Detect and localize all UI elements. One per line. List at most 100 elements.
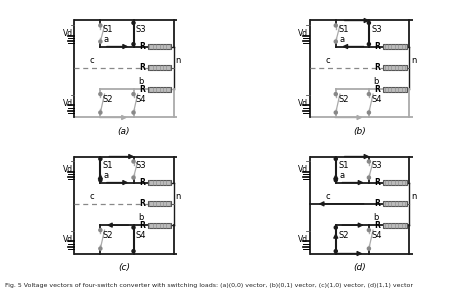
Text: a: a (104, 171, 109, 179)
Text: R: R (374, 221, 380, 230)
Text: Vd: Vd (298, 235, 308, 244)
Text: b: b (374, 77, 379, 86)
Bar (148, 44, 172, 49)
Bar (383, 201, 407, 206)
Circle shape (367, 42, 371, 46)
Text: (d): (d) (353, 263, 366, 272)
Text: (b): (b) (353, 127, 366, 136)
Bar (148, 223, 172, 228)
Circle shape (334, 250, 337, 253)
Text: Vd: Vd (63, 99, 73, 108)
Text: c: c (325, 192, 330, 201)
Circle shape (132, 250, 135, 253)
Text: R: R (374, 85, 380, 94)
Bar (383, 223, 407, 228)
Bar (148, 180, 172, 185)
Circle shape (99, 247, 102, 250)
Bar (148, 65, 172, 70)
Circle shape (367, 111, 371, 114)
Text: S1: S1 (103, 25, 113, 34)
Text: S2: S2 (103, 231, 113, 240)
Text: c: c (90, 56, 94, 65)
Text: R: R (139, 42, 145, 51)
Bar (383, 180, 407, 185)
Circle shape (334, 92, 337, 96)
Text: S3: S3 (136, 25, 146, 34)
Text: S4: S4 (136, 95, 146, 104)
Text: S2: S2 (338, 231, 349, 240)
Text: S2: S2 (338, 95, 349, 104)
Text: b: b (374, 213, 379, 222)
Text: n: n (175, 56, 181, 65)
Circle shape (132, 176, 135, 179)
Text: b: b (138, 213, 144, 222)
Text: c: c (90, 192, 94, 201)
Circle shape (132, 160, 135, 163)
Text: R: R (374, 178, 380, 187)
Circle shape (334, 157, 337, 160)
Text: c: c (325, 56, 330, 65)
Text: n: n (175, 192, 181, 201)
Circle shape (99, 24, 102, 27)
Circle shape (132, 92, 135, 96)
Text: S1: S1 (338, 25, 349, 34)
Circle shape (334, 40, 337, 43)
Text: R: R (139, 178, 145, 187)
Text: S4: S4 (371, 95, 382, 104)
Text: R: R (374, 199, 380, 208)
Text: Vd: Vd (298, 29, 308, 38)
Circle shape (99, 111, 102, 114)
Text: n: n (411, 56, 416, 65)
Circle shape (132, 21, 135, 24)
Circle shape (334, 24, 337, 27)
Text: S4: S4 (136, 231, 146, 240)
Circle shape (367, 229, 371, 232)
Text: S3: S3 (371, 25, 382, 34)
Text: a: a (339, 35, 345, 44)
Circle shape (99, 229, 102, 232)
Bar (383, 44, 407, 49)
Circle shape (99, 179, 102, 182)
Bar (148, 201, 172, 206)
Text: Vd: Vd (63, 29, 73, 38)
Circle shape (132, 226, 135, 229)
Text: R: R (139, 85, 145, 94)
Text: S3: S3 (136, 162, 146, 171)
Circle shape (132, 111, 135, 114)
Text: S1: S1 (103, 162, 113, 171)
Text: S4: S4 (371, 231, 382, 240)
Circle shape (132, 42, 135, 46)
Text: Fig. 5 Voltage vectors of four-switch converter with switching loads: (a)(0,0) v: Fig. 5 Voltage vectors of four-switch co… (5, 283, 413, 288)
Text: Vd: Vd (298, 99, 308, 108)
Circle shape (367, 21, 371, 24)
Text: Vd: Vd (298, 165, 308, 174)
Circle shape (367, 247, 371, 250)
Circle shape (367, 176, 371, 179)
Text: (c): (c) (118, 263, 130, 272)
Text: a: a (104, 35, 109, 44)
Bar (148, 87, 172, 92)
Text: a: a (339, 171, 345, 179)
Bar (383, 87, 407, 92)
Text: Vd: Vd (63, 235, 73, 244)
Circle shape (367, 92, 371, 96)
Circle shape (99, 157, 102, 160)
Text: b: b (138, 77, 144, 86)
Text: S3: S3 (371, 162, 382, 171)
Text: S2: S2 (103, 95, 113, 104)
Circle shape (334, 179, 337, 182)
Text: n: n (411, 192, 416, 201)
Text: S1: S1 (338, 162, 349, 171)
Circle shape (334, 111, 337, 114)
Text: Vd: Vd (63, 165, 73, 174)
Text: R: R (374, 42, 380, 51)
Bar (383, 65, 407, 70)
Text: R: R (139, 63, 145, 72)
Text: R: R (139, 221, 145, 230)
Text: (a): (a) (118, 127, 130, 136)
Circle shape (334, 226, 337, 229)
Circle shape (367, 160, 371, 163)
Text: R: R (139, 199, 145, 208)
Text: R: R (374, 63, 380, 72)
Circle shape (99, 92, 102, 96)
